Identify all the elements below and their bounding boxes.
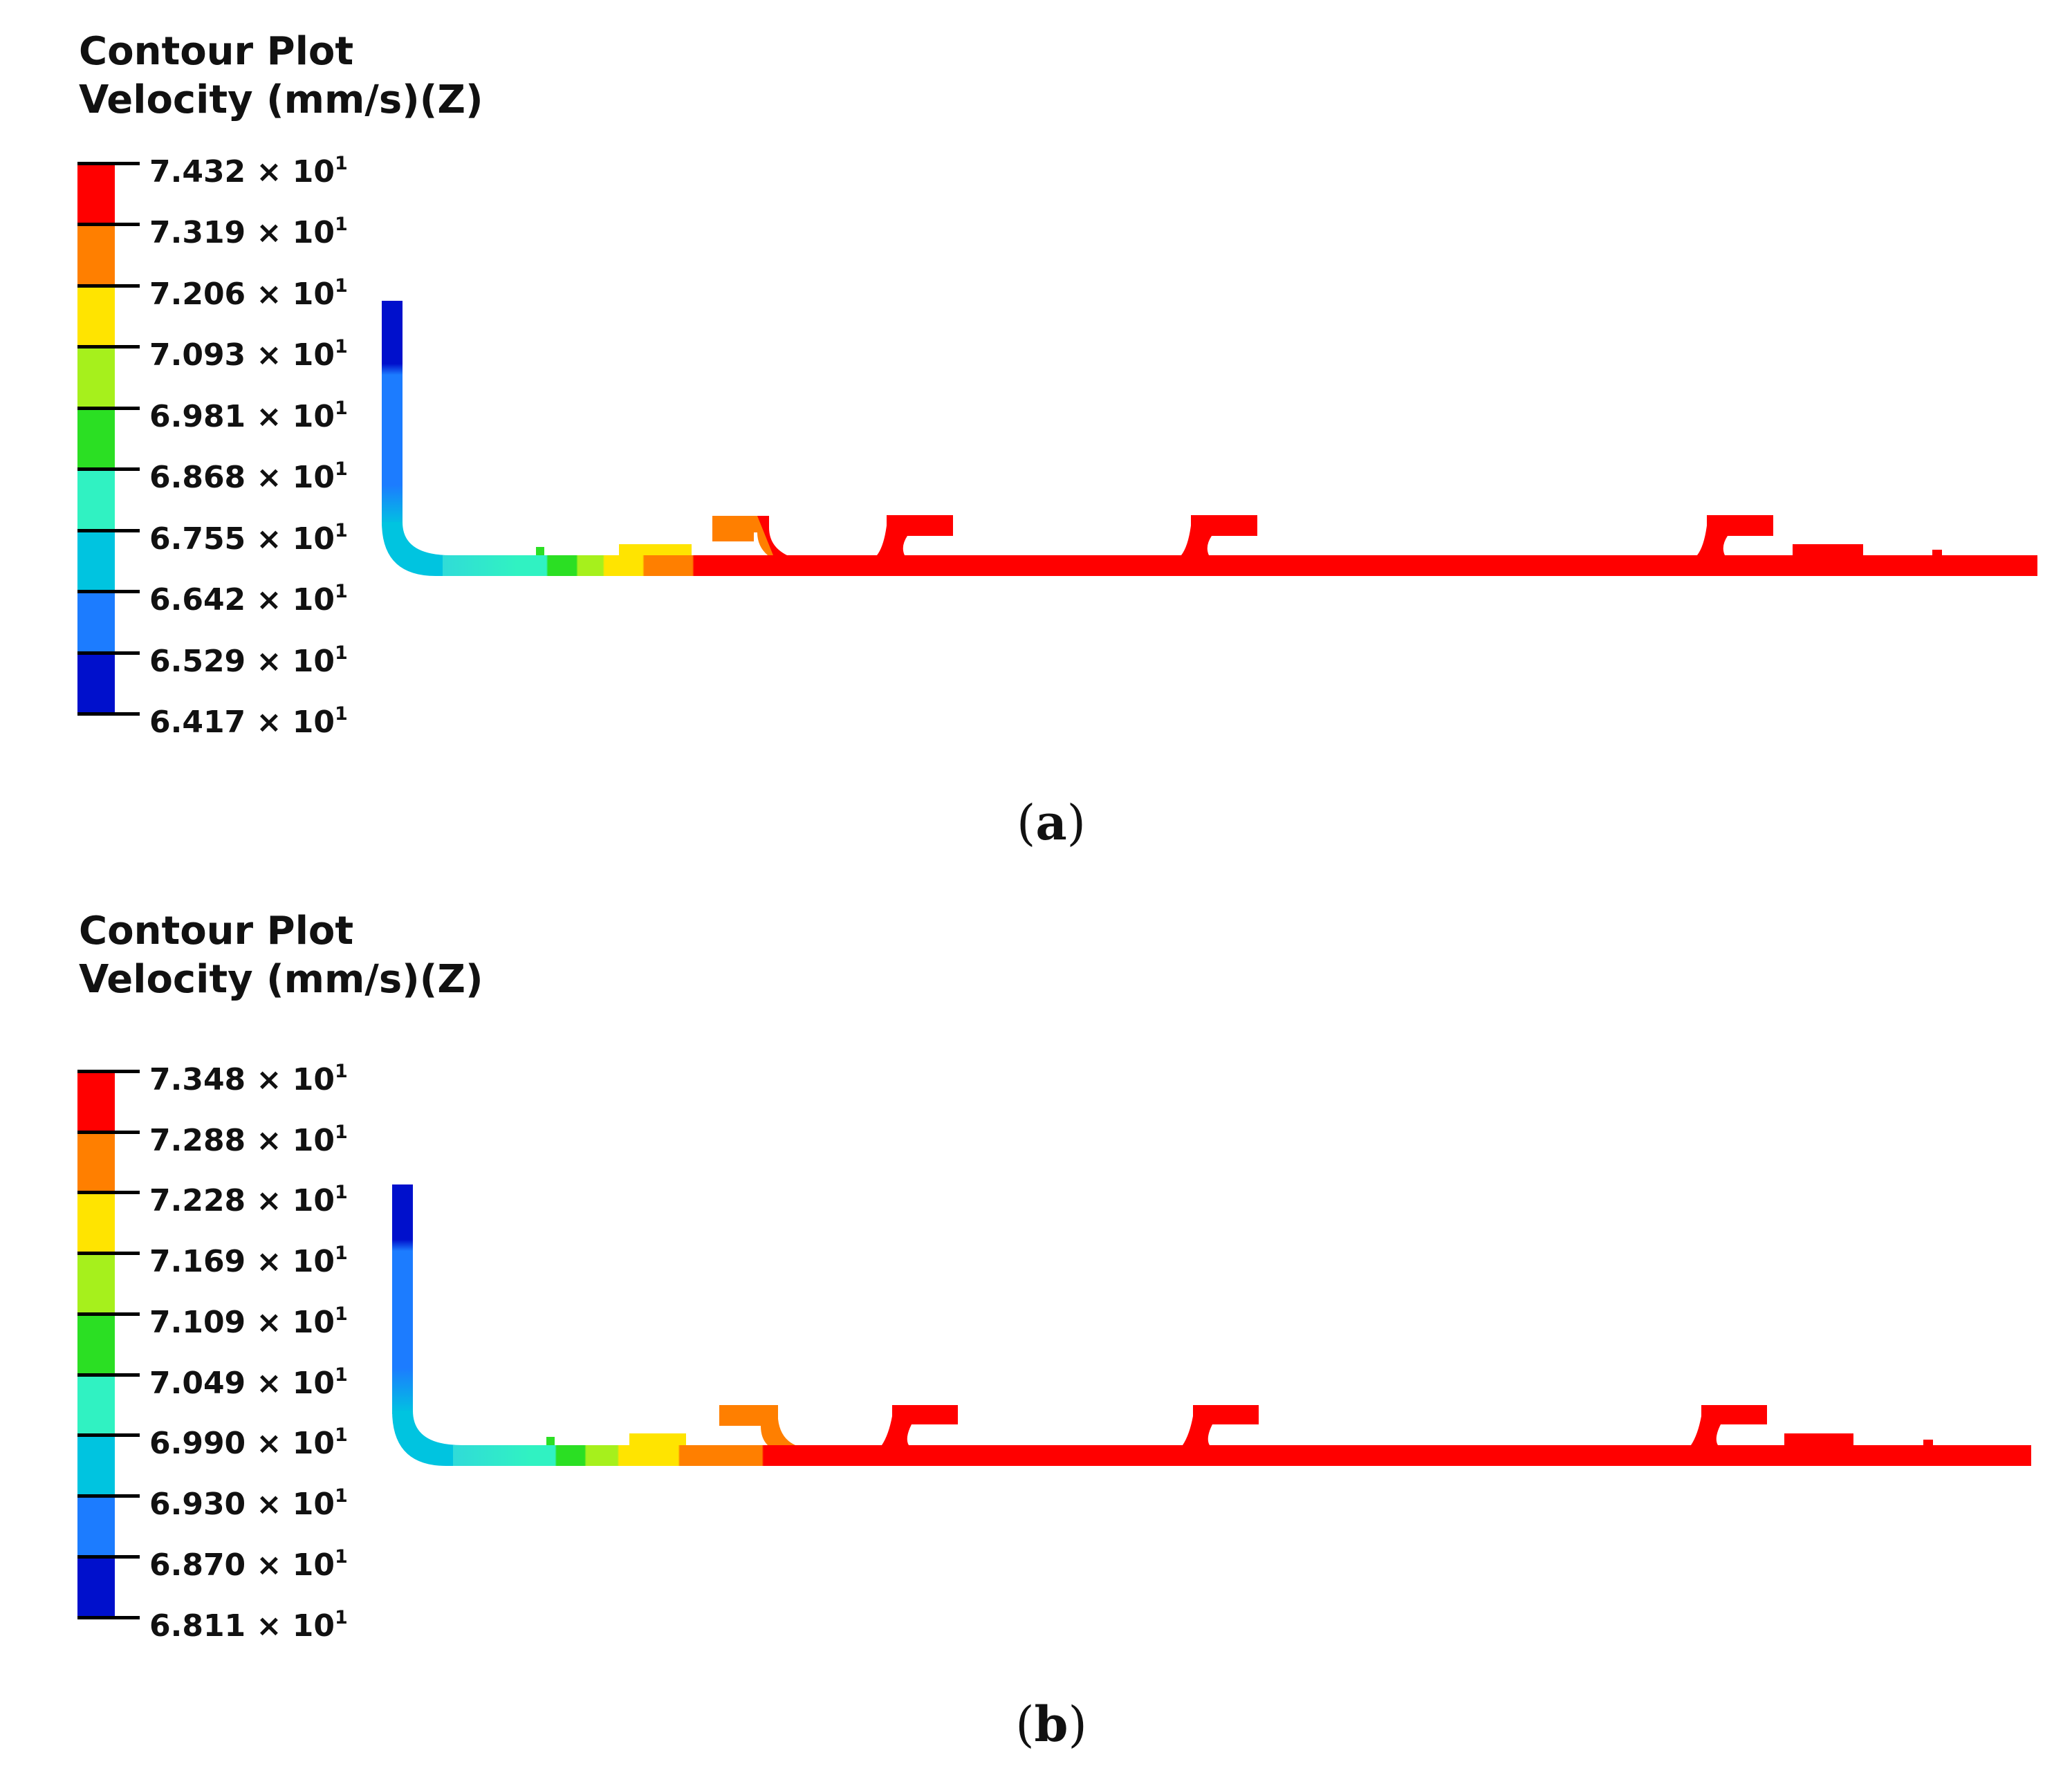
scale-tick xyxy=(77,1252,140,1255)
legend-title: Contour Plot Velocity (mm/s)(Z) xyxy=(79,28,483,124)
scale-tick xyxy=(77,1616,140,1619)
scale-tick xyxy=(77,345,140,349)
scale-tick-label: 7.093 × 101 xyxy=(149,336,348,373)
legend-title-line-1: Contour Plot xyxy=(79,909,354,954)
color-band xyxy=(77,1556,115,1618)
velocity-contour-geometry xyxy=(392,1184,2031,1466)
scale-tick xyxy=(77,467,140,471)
figure-caption-b: (b) xyxy=(1015,1695,1087,1753)
color-band xyxy=(77,591,115,653)
scale-tick xyxy=(77,1312,140,1316)
scale-tick xyxy=(77,712,140,716)
scale-tick-label: 6.755 × 101 xyxy=(149,520,348,557)
scale-tick-label: 6.868 × 101 xyxy=(149,458,348,495)
color-band xyxy=(77,1253,115,1314)
scale-tick-label: 7.206 × 101 xyxy=(149,275,348,312)
color-band xyxy=(77,285,115,347)
scale-tick xyxy=(77,651,140,655)
scale-tick-label: 6.870 × 101 xyxy=(149,1546,348,1583)
legend-title: Contour Plot Velocity (mm/s)(Z) xyxy=(79,907,483,1004)
scale-tick xyxy=(77,162,140,165)
color-band xyxy=(77,469,115,530)
scale-tick xyxy=(77,223,140,226)
velocity-contour-geometry xyxy=(382,301,2037,576)
color-band xyxy=(77,163,115,225)
color-band xyxy=(77,346,115,408)
scale-tick-label: 7.228 × 101 xyxy=(149,1182,348,1218)
color-band xyxy=(77,1071,115,1132)
scale-tick xyxy=(77,1070,140,1073)
scale-tick xyxy=(77,1433,140,1437)
color-band xyxy=(77,1374,115,1435)
scale-tick xyxy=(77,1131,140,1134)
color-band xyxy=(77,1314,115,1375)
scale-tick xyxy=(77,1555,140,1559)
scale-tick-label: 7.319 × 101 xyxy=(149,214,348,250)
color-scale-bar xyxy=(77,1071,115,1618)
scale-tick-label: 6.417 × 101 xyxy=(149,703,348,740)
color-band xyxy=(77,652,115,714)
scale-tick-label: 7.169 × 101 xyxy=(149,1243,348,1279)
scale-tick-label: 6.981 × 101 xyxy=(149,398,348,434)
scale-tick-label: 6.990 × 101 xyxy=(149,1424,348,1461)
scale-tick-label: 6.529 × 101 xyxy=(149,642,348,679)
color-band xyxy=(77,407,115,470)
scale-tick-label: 6.642 × 101 xyxy=(149,581,348,617)
color-band xyxy=(77,224,115,286)
plate-profile xyxy=(382,301,2037,576)
color-band xyxy=(77,1131,115,1193)
panel-a: Contour Plot Velocity (mm/s)(Z) 7.432 × … xyxy=(0,0,2072,883)
figure-caption-a: (a) xyxy=(1017,794,1086,851)
legend-title-line-1: Contour Plot xyxy=(79,29,354,74)
scale-tick xyxy=(77,1373,140,1377)
panel-b: Contour Plot Velocity (mm/s)(Z) 7.348 × … xyxy=(0,892,2072,1775)
scale-tick-label: 6.930 × 101 xyxy=(149,1485,348,1522)
scale-tick xyxy=(77,1191,140,1194)
legend-title-line-2: Velocity (mm/s)(Z) xyxy=(79,957,483,1002)
scale-tick xyxy=(77,284,140,288)
scale-tick-label: 7.109 × 101 xyxy=(149,1303,348,1340)
color-band xyxy=(77,1192,115,1254)
scale-tick-label: 7.288 × 101 xyxy=(149,1122,348,1158)
color-band xyxy=(77,1496,115,1557)
color-band xyxy=(77,1435,115,1496)
scale-tick-label: 7.049 × 101 xyxy=(149,1364,348,1401)
scale-tick-label: 7.348 × 101 xyxy=(149,1061,348,1097)
legend-title-line-2: Velocity (mm/s)(Z) xyxy=(79,77,483,122)
scale-tick-label: 7.432 × 101 xyxy=(149,153,348,189)
plate-profile xyxy=(392,1184,2031,1466)
scale-tick xyxy=(77,407,140,410)
color-scale-bar xyxy=(77,163,115,714)
scale-tick xyxy=(77,1494,140,1498)
scale-tick xyxy=(77,590,140,593)
scale-tick-label: 6.811 × 101 xyxy=(149,1607,348,1644)
color-band xyxy=(77,530,115,592)
scale-tick xyxy=(77,529,140,532)
